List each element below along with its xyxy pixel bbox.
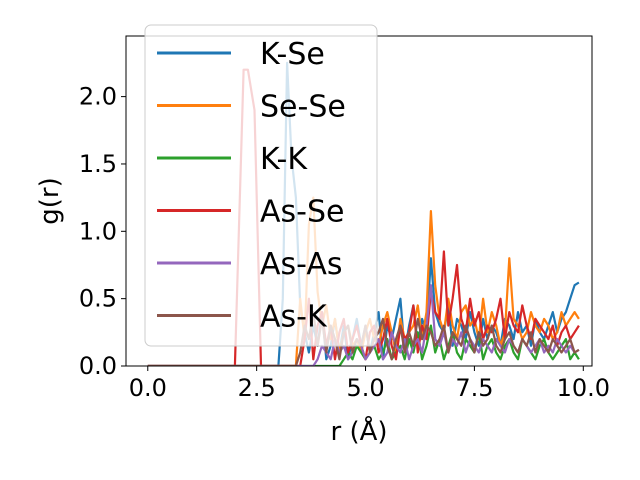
legend-label-as-se: As-Se — [260, 195, 344, 230]
legend-label-se-se: Se-Se — [260, 90, 346, 125]
y-tick-label: 1.0 — [79, 217, 117, 245]
y-tick-label: 0.0 — [79, 352, 117, 380]
y-tick-label: 1.5 — [79, 150, 117, 178]
x-axis-label: r (Å) — [330, 415, 387, 447]
legend-label-k-k: K-K — [260, 142, 308, 177]
series-line-as-se — [147, 68, 580, 366]
x-tick-label: 10.0 — [557, 374, 610, 402]
y-tick-label: 2.0 — [79, 83, 117, 111]
series-line-as-k — [147, 311, 580, 366]
x-tick-label: 2.5 — [238, 374, 276, 402]
x-tick-label: 0.0 — [129, 374, 167, 402]
y-tick-label: 0.5 — [79, 285, 117, 313]
legend-label-k-se: K-Se — [260, 37, 325, 72]
legend-label-as-k: As-K — [260, 300, 328, 335]
x-axis: 0.0 2.5 5.0 7.5 10.0 — [129, 366, 610, 402]
y-axis-label: g(r) — [35, 177, 65, 224]
legend: K-Se Se-Se K-K As-Se As-As As-K — [144, 24, 378, 347]
legend-label-as-as: As-As — [260, 247, 342, 282]
legend-box — [144, 24, 378, 347]
x-tick-label: 7.5 — [455, 374, 493, 402]
y-axis: 0.0 0.5 1.0 1.5 2.0 — [79, 83, 126, 380]
x-tick-label: 5.0 — [346, 374, 384, 402]
